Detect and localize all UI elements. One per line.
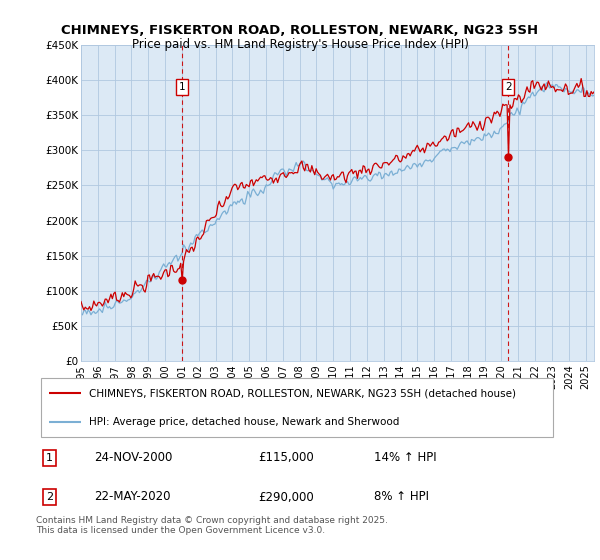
Text: 22-MAY-2020: 22-MAY-2020: [94, 491, 170, 503]
Text: CHIMNEYS, FISKERTON ROAD, ROLLESTON, NEWARK, NG23 5SH (detached house): CHIMNEYS, FISKERTON ROAD, ROLLESTON, NEW…: [89, 388, 516, 398]
Text: £115,000: £115,000: [258, 451, 314, 464]
Text: 14% ↑ HPI: 14% ↑ HPI: [374, 451, 437, 464]
Text: CHIMNEYS, FISKERTON ROAD, ROLLESTON, NEWARK, NG23 5SH: CHIMNEYS, FISKERTON ROAD, ROLLESTON, NEW…: [61, 24, 539, 36]
Text: £290,000: £290,000: [258, 491, 314, 503]
Text: HPI: Average price, detached house, Newark and Sherwood: HPI: Average price, detached house, Newa…: [89, 417, 399, 427]
Text: 2: 2: [46, 492, 53, 502]
Text: Contains HM Land Registry data © Crown copyright and database right 2025.
This d: Contains HM Land Registry data © Crown c…: [36, 516, 388, 535]
Text: 1: 1: [46, 453, 53, 463]
Text: 24-NOV-2000: 24-NOV-2000: [94, 451, 172, 464]
Text: 8% ↑ HPI: 8% ↑ HPI: [374, 491, 429, 503]
Text: 2: 2: [505, 82, 512, 92]
Text: 1: 1: [179, 82, 185, 92]
FancyBboxPatch shape: [41, 378, 553, 437]
Text: Price paid vs. HM Land Registry's House Price Index (HPI): Price paid vs. HM Land Registry's House …: [131, 38, 469, 51]
